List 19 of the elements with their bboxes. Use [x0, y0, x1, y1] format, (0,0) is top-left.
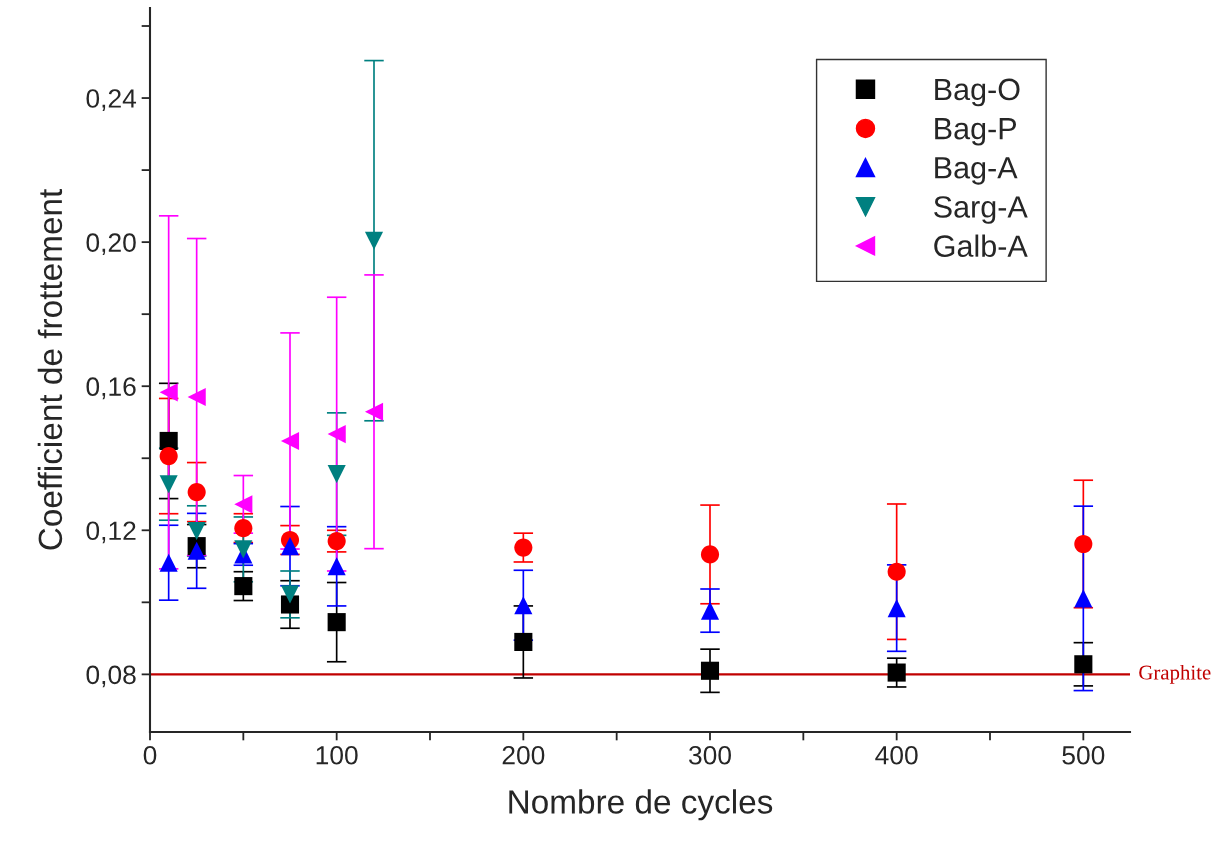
- x-tick-label: 100: [316, 745, 358, 765]
- legend-label: Bag-A: [935, 157, 1018, 185]
- x-tick-label: 200: [502, 745, 545, 765]
- legend-label: Galb-A: [934, 234, 1028, 257]
- x-tick-label: 500: [1062, 745, 1105, 765]
- legend-label: Sarg-A: [934, 196, 1028, 224]
- ref-line-label: Graphite: [1139, 664, 1211, 684]
- x-tick-label: 400: [875, 745, 918, 765]
- y-tick-label: 0,24: [86, 89, 137, 111]
- legend-label: Bag-O: [935, 78, 1020, 107]
- y-tick-label: 0,12: [86, 521, 136, 544]
- x-tick-label: 300: [688, 745, 731, 765]
- y-axis-title: Coefficient de frottement: [37, 188, 63, 550]
- y-tick-label: 0,16: [86, 377, 136, 400]
- x-axis-title: Nombre de cycles: [509, 789, 773, 821]
- y-tick-label: 0,20: [86, 233, 136, 256]
- y-tick-label: 0,08: [86, 665, 136, 688]
- legend-label: Bag-P: [935, 118, 1016, 146]
- x-tick-label: 0: [143, 745, 157, 765]
